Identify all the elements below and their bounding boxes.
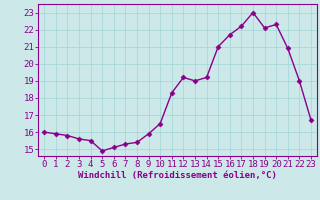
X-axis label: Windchill (Refroidissement éolien,°C): Windchill (Refroidissement éolien,°C) [78, 171, 277, 180]
